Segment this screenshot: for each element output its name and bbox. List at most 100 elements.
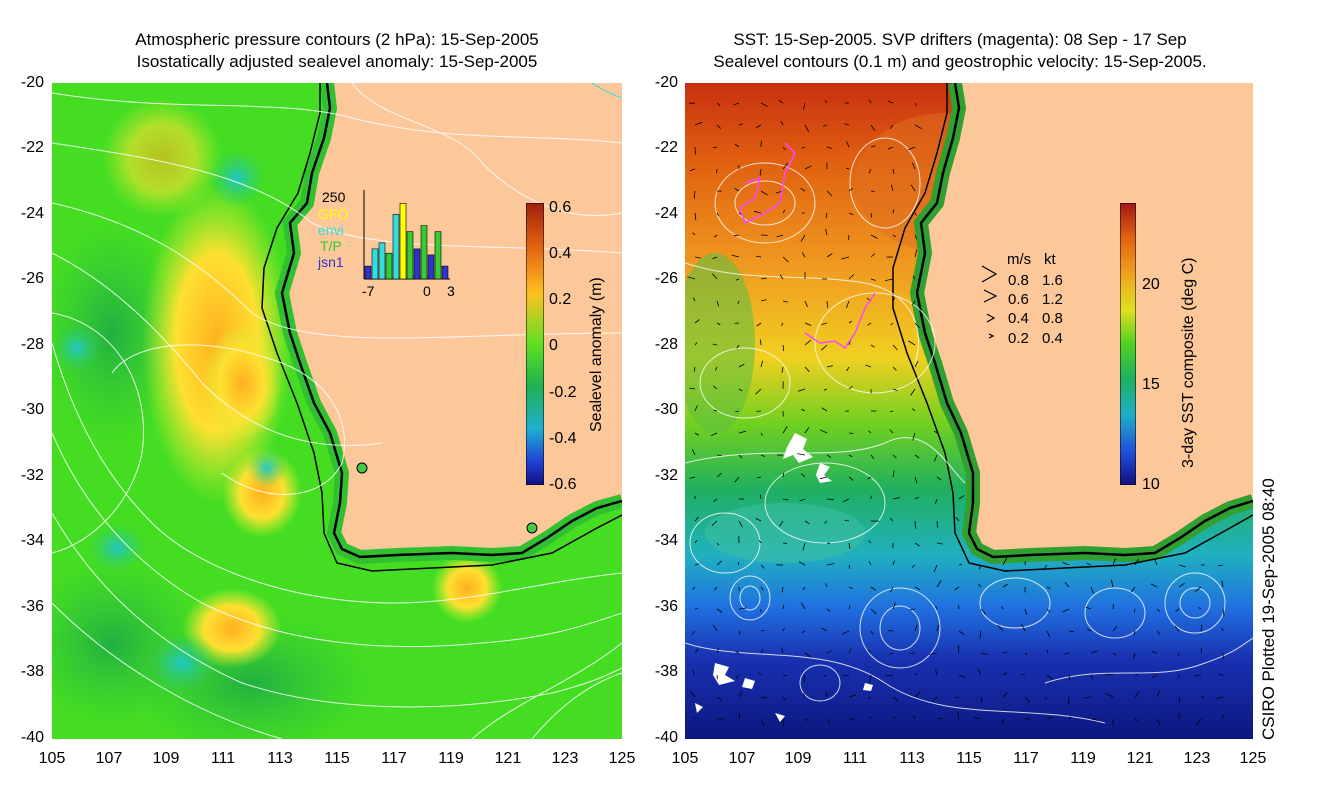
right-xtick: 119: [1070, 750, 1096, 767]
right-xtick: 117: [1013, 750, 1039, 767]
left-cb-tick-neg0.2: -0.2: [549, 384, 577, 401]
inset-bar: [441, 265, 449, 280]
inset-bar: [399, 203, 407, 280]
inset-bar: [364, 265, 372, 280]
left-coastline: [280, 83, 622, 559]
right-ytick: -24: [654, 205, 678, 222]
right-cb-tick-15: 15: [1142, 376, 1160, 393]
velocity-legend-ms: 0.8: [1008, 272, 1029, 289]
left-xtick: 123: [551, 750, 579, 767]
right-ytick: -36: [654, 598, 678, 615]
velocity-legend-kt: 0.8: [1042, 310, 1063, 327]
right-ytick: -34: [654, 532, 678, 549]
plot-credit: CSIRO Plotted 19-Sep-2005 08:40: [1259, 478, 1278, 740]
velocity-legend-ms: 0.4: [1008, 310, 1029, 327]
inset-legend-envi: envi: [318, 222, 344, 238]
right-xtick: 113: [899, 750, 925, 767]
left-ytick: -34: [20, 532, 44, 549]
inset-bar: [434, 231, 442, 280]
left-title-line2: Isostatically adjusted sealevel anomaly:…: [136, 52, 538, 71]
left-cb-tick-neg0.6: -0.6: [549, 476, 577, 493]
inset-legend-gfo: GFO: [318, 206, 349, 222]
right-title-line1: SST: 15-Sep-2005. SVP drifters (magenta)…: [733, 30, 1187, 49]
inset-bar: [385, 252, 393, 280]
inset-bar: [371, 248, 379, 280]
inset-bar: [406, 231, 414, 280]
right-ytick: -20: [654, 74, 678, 91]
right-xtick: 105: [671, 750, 699, 767]
right-xtick: 111: [842, 750, 868, 767]
left-ytick: -30: [20, 401, 44, 418]
velocity-legend-kt: 1.6: [1042, 272, 1063, 289]
right-cb-tick-10: 10: [1142, 476, 1160, 493]
right-ytick: -32: [654, 467, 678, 484]
inset-xtick-max: 3: [447, 283, 455, 299]
right-ytick: -30: [654, 401, 678, 418]
right-cloud-mask: [695, 433, 873, 722]
right-xtick: 123: [1183, 750, 1211, 767]
left-xtick: 113: [267, 750, 293, 767]
left-island-marker: [526, 522, 538, 534]
right-xtick: 109: [784, 750, 812, 767]
left-island-marker: [356, 462, 368, 474]
left-pressure-contours: [52, 83, 622, 739]
left-xtick: 115: [324, 750, 350, 767]
right-cb-tick-20: 20: [1142, 276, 1160, 293]
left-xtick: 107: [95, 750, 123, 767]
inset-legend-tp: T/P: [320, 238, 342, 254]
left-xtick: 119: [438, 750, 464, 767]
left-ytick: -20: [20, 74, 44, 91]
right-velocity-arrows: [687, 99, 1225, 727]
right-land: [917, 83, 1253, 557]
right-ytick: -22: [654, 139, 678, 156]
left-cb-tick-0.6: 0.6: [549, 199, 572, 216]
inset-xtick-min: -7: [362, 283, 375, 299]
right-map: [685, 83, 1253, 739]
left-ytick: -36: [20, 598, 44, 615]
right-coastline: [915, 83, 1253, 559]
right-title-line2: Sealevel contours (0.1 m) and geostrophi…: [713, 52, 1207, 71]
inset-xtick-zero: 0: [423, 283, 431, 299]
left-xtick: 109: [152, 750, 180, 767]
left-map: [52, 83, 622, 739]
right-ytick: -28: [654, 336, 678, 353]
velocity-legend-kt: 0.4: [1042, 330, 1063, 347]
left-cb-tick-neg0.4: -0.4: [549, 430, 577, 447]
left-xtick: 105: [38, 750, 66, 767]
right-xtick: 121: [1126, 750, 1154, 767]
left-title-line1: Atmospheric pressure contours (2 hPa): 1…: [135, 30, 539, 49]
right-ytick: -26: [654, 270, 678, 287]
velocity-legend-ms: 0.2: [1008, 330, 1029, 347]
right-ytick: -38: [654, 663, 678, 680]
right-sealevel-contours: [685, 137, 1253, 724]
left-ytick: -38: [20, 663, 44, 680]
inset-bar: [427, 254, 435, 280]
velocity-legend-header-ms: m/s: [1007, 251, 1032, 268]
velocity-legend-ms: 0.6: [1008, 291, 1029, 308]
left-cb-tick-0.2: 0.2: [549, 291, 572, 308]
left-xtick: 121: [494, 750, 522, 767]
inset-bar: [392, 214, 400, 280]
left-colorbar-label: Sealevel anomaly (m): [588, 277, 605, 432]
inset-legend-jsn1: jsn1: [318, 254, 344, 270]
left-cb-tick-0: 0: [549, 337, 558, 354]
left-colorbar: [526, 203, 544, 485]
left-ytick: -28: [20, 336, 44, 353]
left-xtick: 111: [210, 750, 236, 767]
inset-bar: [413, 248, 421, 280]
left-ytick: -32: [20, 467, 44, 484]
velocity-legend-arrows: [981, 265, 998, 339]
right-ytick: -40: [654, 729, 678, 746]
right-colorbar: [1120, 203, 1136, 485]
left-inset-histogram: [363, 190, 450, 280]
velocity-legend-kt: 1.2: [1042, 291, 1063, 308]
inset-ymax-label: 250: [322, 189, 346, 205]
inset-bar: [378, 242, 386, 280]
left-xtick: 117: [381, 750, 407, 767]
right-colorbar-label: 3-day SST composite (deg C): [1180, 257, 1197, 468]
left-xtick: 125: [608, 750, 636, 767]
right-xtick: 107: [728, 750, 756, 767]
left-ytick: -22: [20, 139, 44, 156]
right-xtick: 115: [956, 750, 982, 767]
left-ytick: -24: [20, 205, 44, 222]
